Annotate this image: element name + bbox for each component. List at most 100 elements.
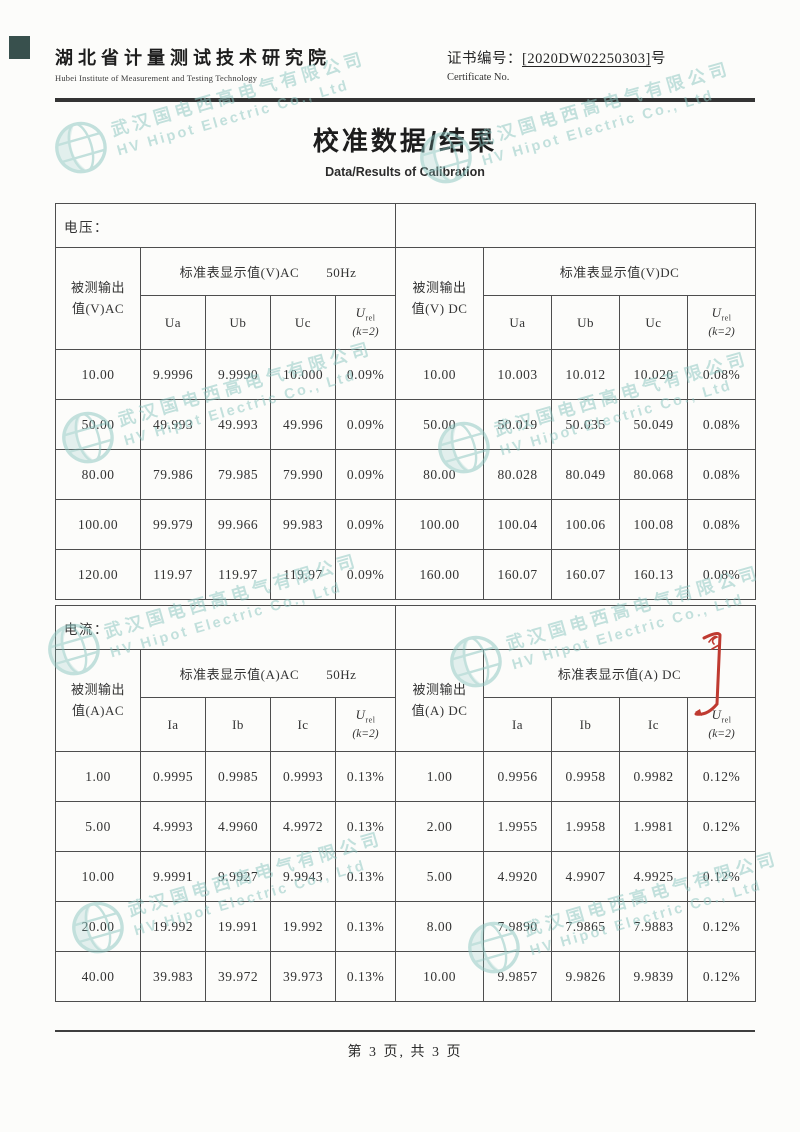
cell: 10.00 [395,349,485,400]
cell: 4.9993 [140,801,206,852]
table-row: 120.00 119.97 119.97 119.97 0.09% 160.00 160.0… [55,549,757,600]
cell: 49.993 [205,399,271,450]
section-label-voltage-right [395,203,757,248]
cell: 99.979 [140,499,206,550]
cell: 80.028 [483,449,553,500]
cell: 10.00 [55,851,141,902]
column-header-ub-dc: Ub [551,295,621,350]
cell: 120.00 [55,549,141,600]
certificate-block: 证书编号：[2020DW02250303]号 Certificate No. [447,44,666,83]
cell: 0.08% [687,499,757,550]
cell: 10.000 [270,349,336,400]
cell: 0.13% [334,801,397,852]
column-header-ub-ac: Ub [205,295,271,350]
cell: 50.049 [619,399,689,450]
cell: 0.08% [687,349,757,400]
cell: 0.12% [687,801,757,852]
cell: 0.09% [334,499,397,550]
institute-block: 湖北省计量测试技术研究院 Hubei Institute of Measurem… [55,44,447,83]
cell: 40.00 [55,951,141,1002]
column-header-ic-ac: Ic [270,697,336,752]
cell: 0.9982 [619,751,689,802]
cell: 39.983 [140,951,206,1002]
output-header-current-ac: 被测输出 值(A)AC [55,649,141,752]
page-title: 校准数据/结果 [312,126,498,156]
cell: 4.9925 [619,851,689,902]
cell: 49.996 [270,399,336,450]
cell: 0.13% [334,951,397,1002]
cell: 79.985 [205,449,271,500]
cell: 10.003 [483,349,553,400]
cell: 160.00 [395,549,485,600]
cell: 0.12% [687,851,757,902]
cell: 9.9839 [619,951,689,1002]
institute-name-en: Hubei Institute of Measurement and Testi… [55,73,258,83]
cell: 9.9991 [140,851,206,902]
table-row: 10.00 9.9991 9.9927 9.9943 0.13% 5.00 4.9920 4.… [55,851,757,902]
section-row-voltage: 电压： [54,203,757,248]
uncertainty-header-current-dc: Urel (k=2) [687,697,757,752]
page-subtitle: Data/Results of Calibration [325,165,485,179]
cell: 10.00 [55,349,141,400]
cell: 4.9972 [270,801,336,852]
cell: 80.00 [395,449,485,500]
cell: 1.9955 [483,801,553,852]
cell: 7.9883 [619,901,689,952]
table-row: 5.00 4.9993 4.9960 4.9972 0.13% 2.00 1.9955 1.9… [55,801,757,852]
cell: 0.13% [334,751,397,802]
certificate-number-suffix: 号 [650,51,666,67]
table-row: 40.00 39.983 39.972 39.973 0.13% 10.00 9.9857 9… [55,951,757,1002]
cell: 50.019 [483,399,553,450]
header-rule [55,98,755,102]
cell: 0.09% [334,399,397,450]
cell: 9.9927 [205,851,271,902]
uncertainty-header-voltage-dc: Urel (k=2) [687,295,757,350]
group-header-voltage-dc: 标准表显示值(V)DC [483,247,757,296]
cell: 0.08% [687,449,757,500]
cell: 1.00 [55,751,141,802]
cell: 0.08% [687,399,757,450]
group-header-current-ac: 标准表显示值(A)AC 50Hz [139,649,397,698]
table-row: 50.00 49.993 49.993 49.996 0.09% 50.00 50.019 5… [55,399,757,450]
column-header-uc-ac: Uc [270,295,336,350]
group-header-current-dc: 标准表显示值(A) DC [483,649,757,698]
cell: 80.068 [619,449,689,500]
cell: 20.00 [55,901,141,952]
output-header-current-dc: 被测输出 值(A) DC [395,649,485,752]
group-header-row: 被测输出 值(A)AC 标准表显示值(A)AC 50Hz 被测输出 值(A) DC … [55,649,757,752]
cell: 0.9985 [205,751,271,802]
uncertainty-header-current-ac: Urel (k=2) [334,697,397,752]
cell: 5.00 [55,801,141,852]
cell: 100.06 [551,499,621,550]
column-header-ic-dc: Ic [619,697,689,752]
cell: 2.00 [395,801,485,852]
cell: 0.12% [687,751,757,802]
table-row: 80.00 79.986 79.985 79.990 0.09% 80.00 80.028 8… [55,449,757,500]
cell: 119.97 [270,549,336,600]
output-header-voltage-dc: 被测输出 值(V) DC [395,247,485,350]
column-header-ua-ac: Ua [140,295,206,350]
cell: 0.12% [687,901,757,952]
cell: 0.9956 [483,751,553,802]
institute-name: 湖北省计量测试技术研究院 [55,48,331,68]
cell: 0.12% [687,951,757,1002]
cell: 0.13% [334,901,397,952]
cell: 19.992 [140,901,206,952]
cell: 7.9865 [551,901,621,952]
cell: 1.9981 [619,801,689,852]
table-row: 10.00 9.9996 9.9990 10.000 0.09% 10.00 10.003 1… [55,349,757,400]
certificate-label: 证书编号： [447,51,522,67]
cell: 49.993 [140,399,206,450]
section-label-voltage: 电压： [54,203,397,248]
cell: 79.986 [140,449,206,500]
cell: 10.020 [619,349,689,400]
page-header: 湖北省计量测试技术研究院 Hubei Institute of Measurem… [55,0,755,83]
cell: 0.08% [687,549,757,600]
column-header-row: Ua Ub Uc Urel (k=2) Ua Ub Uc Urel (k=2) [56,295,757,350]
cell: 160.07 [483,549,553,600]
output-header-voltage-ac: 被测输出 值(V)AC [55,247,141,350]
cell: 1.9958 [551,801,621,852]
certificate-page: 湖北省计量测试技术研究院 Hubei Institute of Measurem… [54,0,757,1061]
cell: 19.991 [205,901,271,952]
cell: 0.09% [334,549,397,600]
